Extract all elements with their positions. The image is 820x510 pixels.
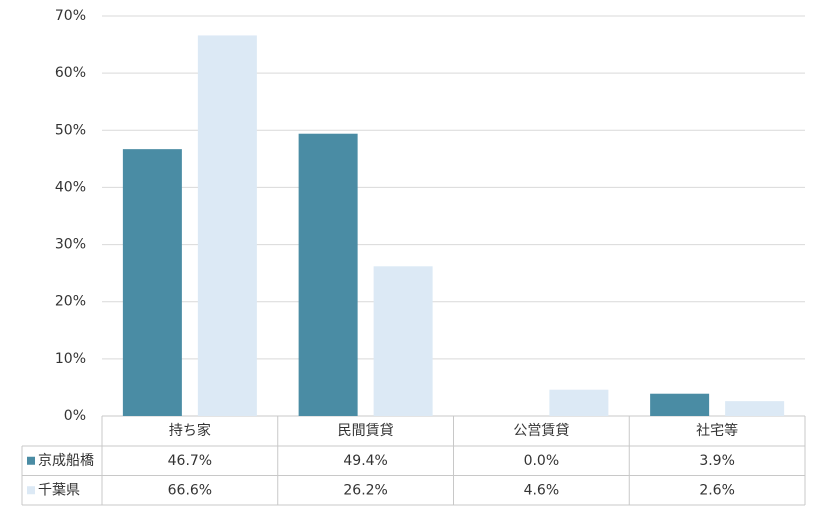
legend-label: 京成船橋: [38, 453, 94, 469]
y-tick-label: 60%: [55, 65, 86, 81]
table-value: 26.2%: [343, 482, 387, 498]
legend-label: 千葉県: [38, 482, 80, 498]
y-tick-label: 20%: [55, 294, 86, 310]
y-tick-label: 0%: [64, 408, 86, 424]
x-tick-label: 持ち家: [169, 422, 211, 439]
bar: [373, 266, 433, 416]
x-tick-label: 公営賃貸: [513, 423, 569, 439]
y-tick-label: 30%: [55, 237, 86, 253]
table-value: 2.6%: [699, 482, 735, 498]
bar: [650, 393, 710, 416]
bar: [549, 389, 609, 416]
legend-swatch: [27, 456, 35, 465]
x-tick-label: 社宅等: [696, 422, 738, 439]
y-tick-label: 40%: [55, 179, 86, 195]
y-tick-label: 70%: [55, 8, 86, 24]
table-value: 66.6%: [168, 482, 212, 498]
y-tick-label: 50%: [55, 122, 86, 138]
y-tick-label: 10%: [55, 351, 86, 367]
bar: [298, 133, 358, 416]
bar: [122, 149, 182, 416]
x-tick-label: 民間賃貸: [338, 423, 394, 439]
table-value: 49.4%: [343, 453, 387, 469]
bar: [725, 401, 785, 416]
legend-swatch: [27, 486, 35, 495]
bar: [197, 35, 257, 417]
table-value: 3.9%: [699, 453, 735, 469]
table-value: 4.6%: [524, 482, 560, 498]
table-value: 46.7%: [168, 453, 212, 469]
table-value: 0.0%: [524, 453, 560, 469]
